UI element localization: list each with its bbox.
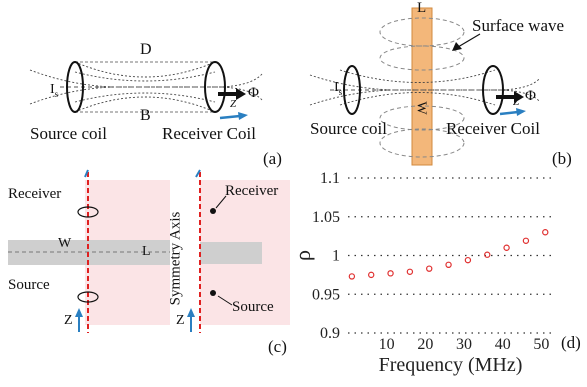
label-phi-b: Φ xyxy=(525,88,536,104)
x-tick-label: 20 xyxy=(417,336,433,353)
label-phi: Φ xyxy=(248,85,259,101)
y-tick-label: 1 xyxy=(332,248,340,265)
y-tick-label: 0.9 xyxy=(320,325,340,342)
right-z-label: Z xyxy=(176,313,185,328)
label-z-b: Z xyxy=(513,96,520,108)
source-coil-label-b: Source coil xyxy=(310,119,387,138)
panel-a-tag: (a) xyxy=(263,149,282,168)
right-source-point xyxy=(210,290,216,296)
label-is-b: Is xyxy=(334,80,343,97)
left-source-label: Source xyxy=(8,277,50,293)
x-axis-label: Frequency (MHz) xyxy=(379,354,523,376)
data-point xyxy=(484,251,491,258)
z-arrow-b xyxy=(516,108,526,116)
receiver-coil xyxy=(204,61,226,113)
z-arrow xyxy=(238,112,248,120)
x-tick-label: 10 xyxy=(379,336,395,353)
left-source-coil xyxy=(77,291,99,303)
data-point xyxy=(348,273,356,280)
panel-d-tag: (d) xyxy=(561,333,581,352)
data-point xyxy=(368,271,375,279)
data-point xyxy=(387,270,394,277)
data-point xyxy=(426,265,433,272)
right-slab xyxy=(200,242,262,264)
slab xyxy=(411,7,433,166)
data-point xyxy=(542,229,549,236)
surface-wave-pointer xyxy=(452,42,462,51)
receiver-coil-b xyxy=(482,65,504,115)
left-z-label: Z xyxy=(64,313,73,328)
y-axis-label: ρ xyxy=(290,250,315,261)
label-is: Is xyxy=(50,82,59,99)
receiver-coil-label: Receiver Coil xyxy=(162,124,256,143)
label-l-b: L xyxy=(417,0,427,16)
right-z-arrow xyxy=(187,308,195,317)
surface-wave-loops xyxy=(379,17,465,158)
panel-c-tag: (c) xyxy=(268,337,287,356)
x-tick-label: 40 xyxy=(495,336,511,353)
flux-arrow xyxy=(236,88,246,100)
x-tick-label: 30 xyxy=(456,336,472,353)
left-w-label: W xyxy=(58,236,72,251)
y-tick-label: 1.05 xyxy=(312,209,340,226)
y-tick-label: 1.1 xyxy=(320,170,340,187)
surface-wave-label: Surface wave xyxy=(472,16,565,35)
label-z: Z xyxy=(230,98,237,110)
data-point xyxy=(406,268,414,275)
right-source-label: Source xyxy=(232,299,274,315)
y-tick-label: 0.95 xyxy=(312,286,340,303)
data-point xyxy=(503,244,510,251)
data-point xyxy=(445,261,452,268)
panel-b-tag: (b) xyxy=(552,149,572,168)
source-coil xyxy=(66,61,84,113)
left-receiver-label: Receiver xyxy=(8,186,62,202)
label-b: B xyxy=(140,107,151,124)
data-point xyxy=(464,256,472,264)
receiver-coil-label-b: Receiver Coil xyxy=(446,119,540,138)
x-tick-label: 50 xyxy=(533,336,549,353)
left-z-arrow xyxy=(75,308,83,317)
label-d: D xyxy=(140,41,152,58)
right-receiver-label: Receiver xyxy=(225,183,279,199)
left-receiver-coil xyxy=(77,206,99,218)
left-l-label: L xyxy=(142,244,151,259)
source-coil-b xyxy=(343,65,361,115)
source-coil-label: Source coil xyxy=(30,124,107,143)
data-point xyxy=(522,237,530,244)
flux-arrow-b xyxy=(514,91,524,103)
right-receiver-point xyxy=(210,208,216,214)
